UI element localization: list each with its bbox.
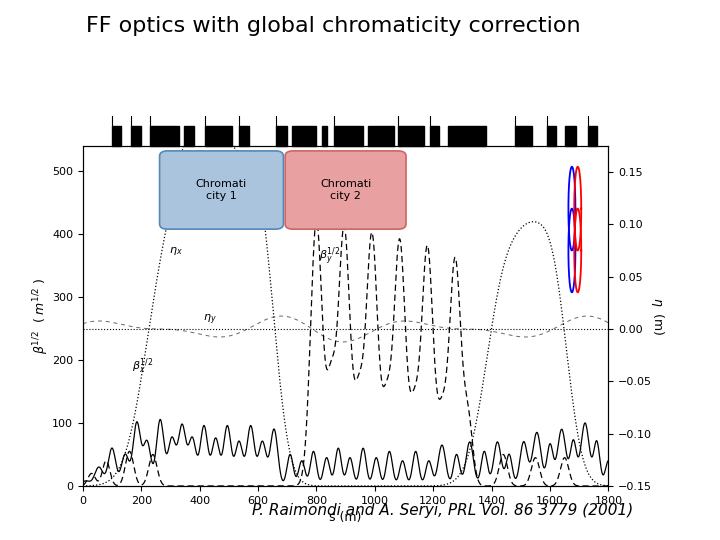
- Text: Chromati
city 2: Chromati city 2: [320, 179, 372, 201]
- Bar: [515, 126, 533, 146]
- Bar: [112, 126, 121, 146]
- Bar: [334, 126, 363, 146]
- Bar: [588, 126, 597, 146]
- Bar: [150, 126, 179, 146]
- Text: $\beta_x^{1/2}$: $\beta_x^{1/2}$: [132, 356, 154, 376]
- Bar: [367, 126, 394, 146]
- Text: $\beta_y^{1/2}$: $\beta_y^{1/2}$: [320, 245, 341, 268]
- Text: FF optics with global chromaticity correction: FF optics with global chromaticity corre…: [86, 16, 581, 36]
- Bar: [547, 126, 556, 146]
- Text: P. Raimondi and A. Seryi, PRL Vol. 86 3779 (2001): P. Raimondi and A. Seryi, PRL Vol. 86 37…: [252, 503, 634, 518]
- Bar: [564, 126, 576, 146]
- FancyBboxPatch shape: [160, 151, 284, 229]
- Text: $\eta_y$: $\eta_y$: [202, 312, 216, 327]
- Bar: [431, 126, 439, 146]
- Bar: [184, 126, 194, 146]
- Bar: [205, 126, 232, 146]
- Y-axis label: $\eta$  (m): $\eta$ (m): [649, 296, 666, 335]
- Bar: [323, 126, 327, 146]
- Bar: [448, 126, 486, 146]
- Bar: [276, 126, 287, 146]
- Bar: [239, 126, 249, 146]
- Bar: [292, 126, 316, 146]
- Bar: [398, 126, 425, 146]
- Text: Chromati
city 1: Chromati city 1: [196, 179, 247, 201]
- X-axis label: s (m): s (m): [330, 511, 361, 524]
- Y-axis label: $\beta^{1/2}$  ( $m^{1/2}$ ): $\beta^{1/2}$ ( $m^{1/2}$ ): [31, 278, 50, 354]
- FancyBboxPatch shape: [285, 151, 406, 229]
- Text: $\eta_x$: $\eta_x$: [169, 245, 183, 257]
- Bar: [131, 126, 141, 146]
